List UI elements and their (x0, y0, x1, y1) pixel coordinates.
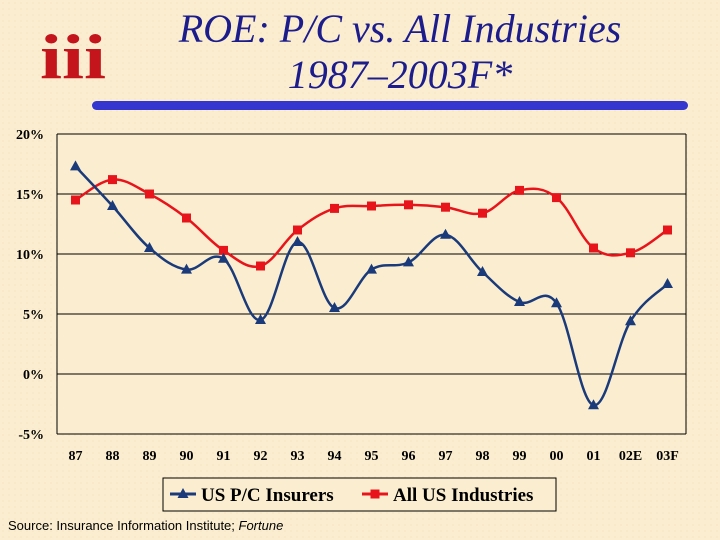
x-tick-label: 97 (439, 449, 453, 464)
data-point-us-p-c-insurers (477, 266, 488, 276)
data-point-us-p-c-insurers (144, 242, 155, 252)
source-note: Source: Insurance Information Institute;… (8, 518, 283, 533)
data-point-all-us-industries (330, 203, 339, 213)
x-tick-label: 90 (180, 449, 194, 464)
x-tick-label: 03F (656, 449, 679, 464)
series-us-p-c-insurers (70, 160, 673, 410)
x-tick-label: 02E (619, 449, 642, 464)
y-tick-label: 20% (16, 128, 44, 143)
page-title: ROE: P/C vs. All Industries 1987–2003F* (120, 6, 680, 98)
data-point-all-us-industries (219, 245, 228, 255)
x-tick-label: 01 (587, 449, 601, 464)
data-point-us-p-c-insurers (70, 160, 81, 171)
source-italic: Fortune (238, 518, 284, 533)
x-tick-label: 00 (550, 449, 564, 464)
data-point-all-us-industries (552, 193, 561, 203)
data-point-all-us-industries (367, 201, 376, 211)
data-point-us-p-c-insurers (588, 399, 599, 410)
x-tick-label: 89 (143, 449, 157, 464)
data-point-us-p-c-insurers (255, 314, 266, 324)
legend-box (162, 477, 557, 512)
data-point-us-p-c-insurers (181, 263, 192, 274)
series-all-us-industries (71, 175, 672, 271)
legend-marker-us-p-c-insurers (177, 488, 189, 498)
iii-logo: iii (40, 28, 106, 88)
data-point-all-us-industries (182, 213, 191, 223)
logo-text: iii (40, 28, 106, 88)
data-point-all-us-industries (626, 248, 635, 258)
data-point-us-p-c-insurers (662, 278, 673, 288)
y-tick-label: -5% (18, 428, 44, 443)
y-tick-label: 0% (23, 368, 44, 383)
data-point-us-p-c-insurers (329, 302, 340, 312)
x-tick-label: 92 (254, 449, 268, 464)
x-tick-label: 88 (106, 449, 120, 464)
data-point-all-us-industries (663, 225, 672, 235)
plot-area (57, 134, 686, 434)
x-tick-label: 94 (328, 449, 342, 464)
y-tick-label: 15% (16, 188, 44, 203)
title-underline-bar (92, 101, 688, 110)
x-tick-label: 99 (513, 449, 527, 464)
legend-marker-all-us-industries (370, 489, 380, 499)
y-tick-label: 5% (23, 308, 44, 323)
data-point-all-us-industries (71, 195, 80, 205)
data-point-all-us-industries (145, 189, 154, 199)
x-tick-label: 95 (365, 449, 379, 464)
data-point-us-p-c-insurers (292, 236, 303, 246)
x-tick-label: 98 (476, 449, 490, 464)
data-point-us-p-c-insurers (218, 252, 229, 263)
x-tick-label: 91 (217, 449, 231, 464)
x-tick-label: 87 (69, 449, 83, 464)
data-point-us-p-c-insurers (514, 296, 525, 306)
source-label: Source: Insurance Information Institute; (8, 518, 239, 533)
x-tick-label: 96 (402, 449, 416, 464)
legend: US P/C Insurers All US Industries (162, 477, 557, 512)
data-point-all-us-industries (441, 202, 450, 212)
x-tick-label: 93 (291, 449, 305, 464)
data-point-all-us-industries (478, 208, 487, 218)
data-point-all-us-industries (589, 243, 598, 253)
data-point-us-p-c-insurers (551, 297, 562, 308)
legend-label-all-us-industries: All US Industries (393, 485, 533, 506)
y-tick-label: 10% (16, 248, 44, 263)
data-point-us-p-c-insurers (440, 228, 451, 239)
data-point-us-p-c-insurers (403, 256, 414, 267)
legend-label-us-p-c-insurers: US P/C Insurers (201, 485, 334, 506)
title-line-2: 1987–2003F* (287, 52, 513, 97)
title-line-1: ROE: P/C vs. All Industries (178, 6, 622, 51)
data-point-us-p-c-insurers (366, 263, 377, 274)
data-point-all-us-industries (404, 200, 413, 210)
data-point-all-us-industries (515, 185, 524, 195)
data-point-all-us-industries (108, 175, 117, 185)
data-point-all-us-industries (293, 225, 302, 235)
data-point-all-us-industries (256, 261, 265, 271)
data-point-us-p-c-insurers (107, 200, 118, 210)
data-point-us-p-c-insurers (625, 315, 636, 326)
roe-line-chart: -5% 0% 5% 10% 15% 20% 87 88 89 90 91 92 93 94 95 96 97 98… (16, 128, 687, 512)
